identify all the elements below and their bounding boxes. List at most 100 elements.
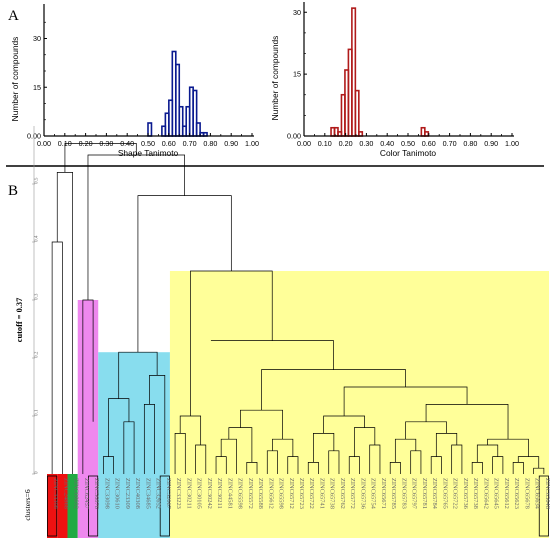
dendrogram-link	[64, 143, 137, 173]
panel-label-b: B	[8, 183, 18, 199]
leaf-label: ZINC65797	[411, 478, 418, 510]
x-tick-label: 0.90	[484, 139, 498, 148]
cutoff-label: cutoff = 0.37	[15, 298, 24, 343]
x-tick-label: 0.20	[339, 139, 353, 148]
leaf-label: ZINC65642	[482, 478, 489, 509]
leaf-label: ZINC30242	[206, 478, 213, 509]
leaf-label: ZINC65781	[421, 478, 428, 509]
leaf-label: ZINC65765	[441, 478, 448, 509]
leaf-label: ZINC65722	[308, 478, 315, 509]
leaf-label: ZINC30610	[114, 478, 121, 509]
dendro-y-tick-label: 0.1	[34, 409, 40, 416]
leaf-label: ZINC32652	[155, 478, 162, 509]
leaf-label: ZINC65598	[278, 478, 285, 509]
x-tick-label: 0.50	[141, 139, 155, 148]
leaf-label: ZINC65762	[339, 478, 346, 509]
leaf-label: ZINC65634	[534, 478, 541, 510]
x-tick-label: 1.00	[245, 139, 259, 148]
leaf-label: ZINC33223	[175, 478, 182, 509]
x-tick-label: 0.40	[380, 139, 394, 148]
medoid-box	[88, 475, 99, 537]
x-tick-label: 0.70	[443, 139, 457, 148]
leaf-label: ZINC65612	[503, 478, 510, 509]
leaf-label: ZINC65723	[298, 478, 305, 509]
leaf-label: ZINC33308	[52, 478, 59, 509]
leaf-label: ZINC65588	[257, 478, 264, 509]
x-tick-label: 0.50	[401, 139, 415, 148]
leaf-label: ZINC24868	[62, 478, 69, 509]
x-tick-label: 0.60	[422, 139, 436, 148]
y-tick-label: 15	[33, 83, 41, 92]
panel-label-a: A	[8, 8, 19, 24]
leaf-label: ZINC44581	[226, 478, 233, 509]
dendrogram-link	[210, 340, 334, 370]
leaf-label: ZINC65754	[370, 478, 377, 510]
histogram-bar	[424, 131, 430, 137]
dendrogram-link	[51, 241, 63, 474]
dendro-y-tick-label: 0.2	[34, 351, 40, 358]
y-tick-label: 30	[293, 8, 301, 17]
leaf-label: ZINC23309	[124, 478, 131, 509]
leaf-label: ZINC65722	[452, 478, 459, 509]
medoid-box	[159, 475, 170, 537]
leaf-label: ZINC08692	[73, 478, 80, 509]
leaf-label: ZINC34685	[144, 478, 151, 509]
leaf-label: ZINC65671	[380, 478, 387, 509]
dendro-y-tick-label: 0.5	[34, 177, 40, 184]
leaf-label: ZINC65783	[400, 478, 407, 509]
clusters-label: clusters=6	[23, 489, 32, 520]
leaf-label: ZINC65623	[513, 478, 520, 509]
leaf-label: ZINC40308	[134, 478, 141, 509]
x-tick-label: 0.00	[37, 139, 51, 148]
x-axis-label: Shape Tanimoto	[118, 148, 179, 158]
dendro-y-tick-label: 0	[34, 471, 40, 474]
histogram-bar	[147, 122, 153, 137]
leaf-label: ZINC65785	[390, 478, 397, 509]
y-tick-label: 30	[33, 34, 41, 43]
x-tick-label: 1.00	[505, 139, 519, 148]
y-tick-label: 15	[293, 70, 301, 79]
leaf-label: ZINC65738	[472, 478, 479, 509]
x-tick-label: 0.80	[203, 139, 217, 148]
leaf-label: ZINC62457	[83, 478, 90, 510]
histogram-color: 0.00 0.10 0.20 0.30 0.40 0.50 0.60 0.70 0.80 0.90…	[270, 2, 519, 158]
leaf-label: ZINC30105	[196, 478, 203, 509]
leaf-label: ZINC65712	[288, 478, 295, 509]
x-tick-label: 0.70	[183, 139, 197, 148]
medoid-box	[47, 475, 58, 537]
dendrogram-link	[56, 172, 73, 474]
leaf-label: ZINC30211	[216, 478, 223, 509]
leaf-label: ZINC65736	[462, 478, 469, 509]
x-tick-label: 0.90	[224, 139, 238, 148]
dendro-y-tick-label: 0.3	[34, 293, 40, 300]
cluster-block	[47, 474, 58, 538]
y-axis-label: Number of compounds	[270, 36, 280, 121]
x-tick-label: 0.00	[297, 139, 311, 148]
leaf-label: ZINC56876	[93, 478, 100, 509]
leaf-label: ZINC65738	[329, 478, 336, 509]
leaf-label: ZINC30211	[185, 478, 192, 509]
histogram-shape: 0.00 0.10 0.20 0.30 0.40 0.50 0.60 0.70 0.80 0.90…	[10, 4, 259, 158]
medoid-box	[538, 475, 549, 537]
leaf-label: ZINC65741	[318, 478, 325, 509]
x-tick-label: 0.10	[318, 139, 332, 148]
leaf-label: ZINC65598	[237, 478, 244, 509]
dendrogram: ZINC33308 ZINC24868 ZINC08692 ZINC62457 ZINC…	[15, 126, 550, 538]
x-tick-label: 0.60	[162, 139, 176, 148]
leaf-label: ZINC65678	[523, 478, 530, 509]
dendro-y-tick-label: 0.4	[34, 235, 40, 242]
leaf-label: ZINC65612	[267, 478, 274, 509]
x-tick-label: 0.30	[359, 139, 373, 148]
leaf-label: ZINC65645	[493, 478, 500, 509]
histogram-bar	[354, 89, 360, 137]
leaf-label: ZINC65772	[349, 478, 356, 509]
leaf-label: ZINC65648	[544, 478, 550, 509]
leaf-label: ZINC65784	[431, 478, 438, 510]
leaf-label: ZINC65736	[359, 478, 366, 509]
y-axis-label: Number of compounds	[10, 37, 20, 122]
x-axis-label: Color Tanimoto	[380, 148, 437, 158]
leaf-label: ZINC65572	[247, 478, 254, 509]
cluster-block	[67, 474, 78, 538]
cluster-block	[57, 474, 68, 538]
